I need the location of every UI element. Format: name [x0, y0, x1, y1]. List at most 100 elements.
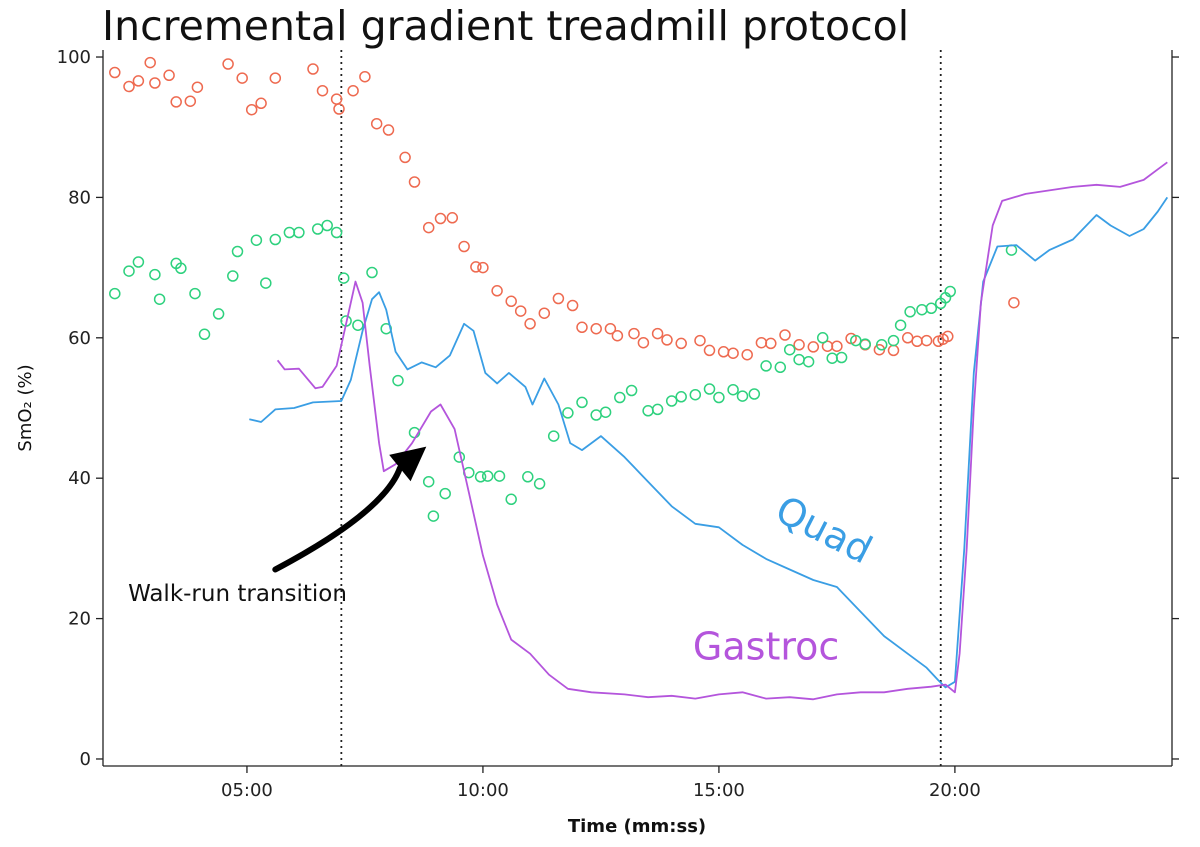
scatter-point — [727, 383, 739, 396]
scatter-point — [175, 262, 187, 275]
scatter-point — [760, 360, 772, 372]
series-line-gastroc — [276, 161, 1168, 701]
scatter-point — [566, 299, 579, 312]
scatter-point — [774, 361, 787, 374]
scatter-point — [887, 334, 900, 347]
scatter-point — [434, 212, 447, 225]
scatter-point — [628, 327, 640, 340]
scatter-point — [665, 395, 678, 407]
scatter-point — [170, 96, 182, 108]
scatter-point — [875, 339, 888, 351]
scatter-point — [925, 302, 938, 315]
scatter-point — [1008, 296, 1020, 309]
scatter-point — [736, 390, 749, 402]
x-ticks: 05:00 10:00 15:00 20:00 — [221, 766, 981, 801]
scatter-point — [269, 233, 282, 246]
x-tick-label: 10:00 — [457, 780, 509, 801]
scatter-point — [446, 212, 459, 224]
scatter-point — [779, 329, 791, 341]
scatter-point — [625, 384, 638, 397]
scatter-point — [337, 272, 350, 284]
scatter-point — [514, 305, 527, 317]
scatter-point — [245, 103, 258, 116]
scatter-point — [694, 334, 706, 347]
arrow-shaft — [272, 465, 403, 573]
scatter-point — [802, 355, 815, 368]
scatter-point — [366, 266, 378, 279]
scatter-point — [533, 478, 546, 490]
scatter-point — [755, 336, 768, 349]
scatter-point — [250, 234, 263, 246]
scatter-point — [474, 471, 487, 483]
scatter-point — [212, 308, 225, 320]
x-tick-label: 20:00 — [929, 780, 981, 801]
scatter-point — [651, 403, 664, 416]
scatter-point — [422, 221, 435, 234]
scatter-point — [793, 353, 805, 366]
scatter-point — [807, 341, 820, 353]
scatter-point — [333, 103, 345, 115]
scatter-point — [942, 330, 954, 343]
axes — [102, 50, 1173, 767]
scatter-point — [651, 327, 664, 340]
scatter-point — [370, 117, 383, 130]
scatter-point — [109, 287, 121, 300]
scatter-point — [399, 151, 411, 164]
y-tick-label: 80 — [68, 187, 91, 208]
scatter-point — [741, 348, 753, 361]
arrow-layer — [272, 446, 427, 573]
y-ticks: 0 20 40 60 80 100 — [57, 47, 1179, 770]
arrow-head — [389, 446, 427, 482]
vertical-reference-lines — [340, 50, 942, 766]
scatter-point — [359, 70, 371, 83]
scatter-point — [590, 322, 602, 335]
scatter-point — [427, 510, 440, 522]
scatter-point — [816, 332, 829, 344]
scatter-point — [826, 352, 838, 364]
scatter-point — [481, 470, 494, 482]
scatter-point — [717, 346, 730, 358]
scatter-point — [144, 56, 156, 69]
scatter-point — [916, 303, 928, 316]
scatter-point — [477, 261, 489, 274]
scatter-point — [422, 475, 435, 488]
scatter-point — [470, 261, 482, 273]
scatter-point — [793, 339, 805, 351]
scatter-point — [765, 337, 777, 350]
scatter-point — [123, 80, 135, 93]
scatter-point — [703, 383, 716, 395]
scatter-point — [293, 226, 305, 239]
scatter-point — [576, 321, 588, 334]
scatter-point — [904, 306, 916, 318]
scatter-point — [599, 406, 612, 418]
scatter-point — [562, 407, 574, 419]
scatter-point — [347, 84, 359, 97]
y-tick-label: 60 — [68, 328, 91, 349]
scatter-point — [132, 256, 145, 268]
scatter-point — [184, 95, 197, 107]
scatter-point — [260, 277, 272, 289]
scatter-point — [109, 66, 121, 79]
scatter-point — [330, 226, 343, 239]
scatter-point — [611, 329, 624, 342]
scatter-point — [505, 295, 517, 308]
scatter-point — [255, 97, 267, 110]
scatter-point — [283, 226, 296, 239]
scatter-point — [552, 292, 565, 305]
y-axis-title: SmO₂ (%) — [15, 364, 36, 451]
scatter-point — [944, 285, 956, 298]
scatter-point — [236, 72, 248, 84]
chart-title: Incremental gradient treadmill protocol — [102, 2, 910, 50]
scatter-point — [163, 69, 175, 82]
scatter-point — [887, 344, 900, 357]
scatter-point — [311, 223, 324, 235]
scatter-point — [149, 77, 161, 89]
scatter-point — [491, 285, 503, 297]
scatter-point — [307, 63, 319, 75]
scatter-point — [321, 219, 333, 232]
scatter-point — [661, 334, 673, 346]
scatter-point — [538, 307, 551, 319]
scatter-point — [831, 340, 843, 352]
scatter-point — [703, 344, 716, 357]
